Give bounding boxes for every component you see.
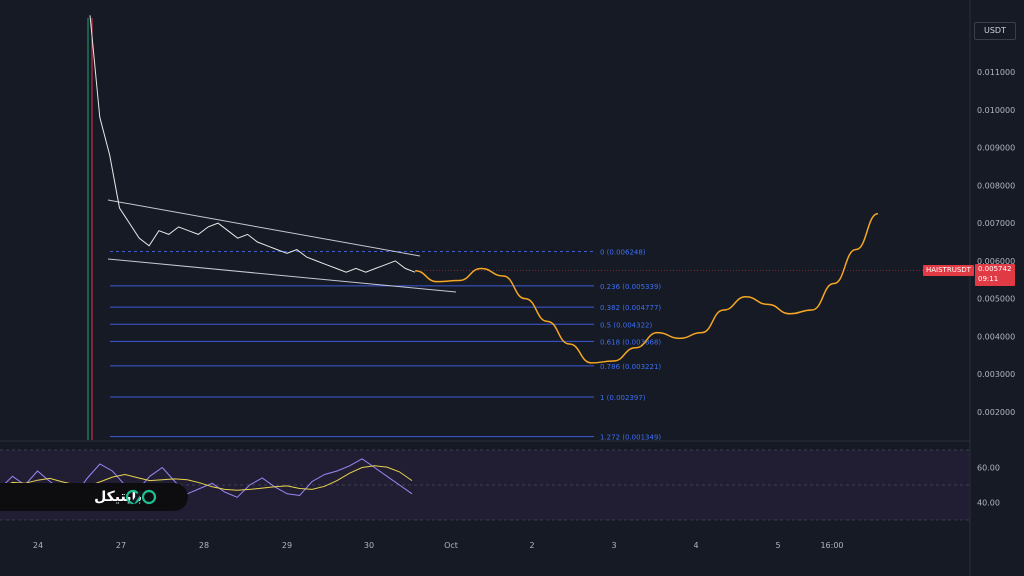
brand-mark-icon: [125, 489, 157, 505]
x-tick-label: 28: [199, 541, 209, 550]
y-tick-label: 0.008000: [977, 181, 1015, 190]
y-tick-label: 0.006000: [977, 257, 1015, 266]
y-tick-label: 0.010000: [977, 106, 1015, 115]
y-tick-label: 0.011000: [977, 68, 1015, 77]
y-tick-label: 0.009000: [977, 144, 1015, 153]
last-price-value: 0.005742: [978, 265, 1012, 273]
currency-button[interactable]: USDT: [974, 22, 1016, 40]
x-tick-label: 2: [529, 541, 534, 550]
x-tick-label: 16:00: [820, 541, 843, 550]
y-tick-label: 0.002000: [977, 408, 1015, 417]
x-tick-label: 4: [693, 541, 698, 550]
x-tick-label: 5: [775, 541, 780, 550]
symbol-price-tag: HAISTRUSDT: [923, 265, 974, 276]
fib-level-label: 0.5 (0.004322): [600, 321, 652, 329]
fib-level-label: 0.382 (0.004777): [600, 304, 661, 312]
rsi-tick-label: 40.00: [977, 499, 1000, 508]
fib-level-label: 1.272 (0.001349): [600, 434, 661, 442]
y-tick-label: 0.003000: [977, 370, 1015, 379]
x-tick-label: 27: [116, 541, 126, 550]
y-tick-label: 0.004000: [977, 332, 1015, 341]
rsi-tick-label: 60.00: [977, 464, 1000, 473]
x-tick-label: 24: [33, 541, 43, 550]
y-tick-label: 0.007000: [977, 219, 1015, 228]
projection-curve: [414, 212, 879, 364]
last-price-box: 0.005742 09:11: [975, 264, 1015, 286]
fib-level-label: 0.618 (0.003868): [600, 338, 661, 346]
price-line: [89, 15, 416, 273]
wedge-lower-trendline: [107, 258, 457, 293]
wedge-upper-trendline: [107, 199, 421, 257]
fib-level-label: 0.236 (0.005339): [600, 283, 661, 291]
fib-level-label: 0.786 (0.003221): [600, 363, 661, 371]
brand-logo: بایتیکل: [0, 483, 188, 511]
fib-level-label: 0 (0.006248): [600, 249, 646, 257]
fib-level-label: 1 (0.002397): [600, 394, 646, 402]
x-tick-label: 30: [364, 541, 374, 550]
x-tick-label: Oct: [444, 541, 458, 550]
x-tick-label: 3: [611, 541, 616, 550]
y-tick-label: 0.005000: [977, 295, 1015, 304]
bar-countdown: 09:11: [978, 275, 999, 283]
x-tick-label: 29: [282, 541, 292, 550]
